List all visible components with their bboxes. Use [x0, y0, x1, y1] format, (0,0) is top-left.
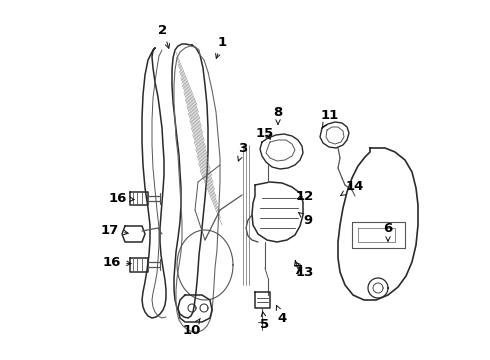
Text: 6: 6 — [383, 221, 392, 241]
Text: 16: 16 — [109, 192, 134, 204]
Text: 7: 7 — [294, 261, 302, 276]
Text: 10: 10 — [183, 319, 201, 337]
Text: 1: 1 — [216, 36, 226, 58]
Text: 9: 9 — [298, 212, 313, 226]
Text: 12: 12 — [296, 189, 314, 202]
Text: 13: 13 — [295, 262, 314, 279]
Text: 4: 4 — [276, 306, 287, 324]
Text: 17: 17 — [101, 224, 128, 237]
Text: 3: 3 — [238, 141, 247, 161]
Text: 5: 5 — [261, 312, 270, 332]
Text: 14: 14 — [341, 180, 364, 195]
Text: 15: 15 — [256, 126, 274, 140]
Text: 11: 11 — [321, 108, 339, 127]
Text: 8: 8 — [273, 105, 283, 124]
Text: 16: 16 — [103, 256, 131, 269]
Text: 2: 2 — [158, 23, 170, 48]
